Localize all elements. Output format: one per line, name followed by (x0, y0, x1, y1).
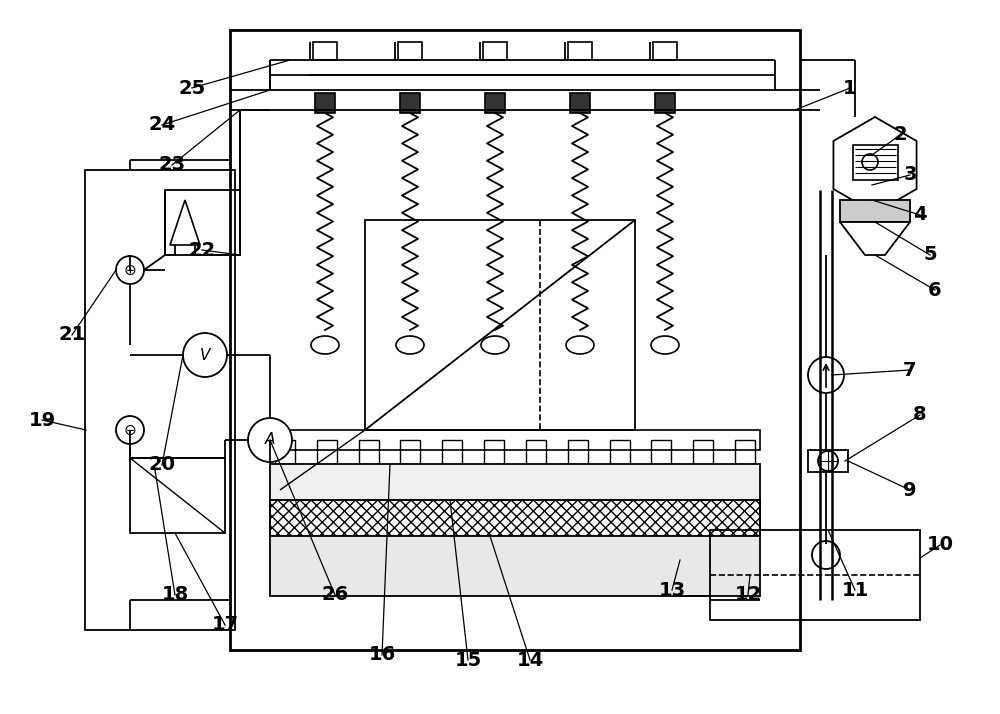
Bar (275, 440, 295, 464)
Bar (398, 42, 422, 60)
Bar (570, 93, 590, 113)
Bar (808, 450, 848, 472)
Ellipse shape (311, 336, 339, 354)
Text: ⊖: ⊖ (124, 423, 136, 438)
Bar (568, 440, 588, 464)
Circle shape (862, 154, 878, 170)
Ellipse shape (651, 336, 679, 354)
Bar (735, 440, 755, 464)
Bar (270, 430, 760, 450)
Bar (270, 500, 760, 536)
Text: 15: 15 (454, 650, 482, 670)
Text: 19: 19 (28, 411, 56, 430)
Bar (655, 93, 675, 113)
Bar (313, 42, 337, 60)
Text: 8: 8 (913, 406, 927, 425)
Circle shape (808, 357, 844, 393)
Bar (165, 190, 240, 255)
Text: 1: 1 (843, 79, 857, 98)
Text: 20: 20 (148, 456, 176, 475)
Ellipse shape (566, 336, 594, 354)
Bar (710, 530, 920, 620)
Text: 10: 10 (926, 536, 954, 555)
Text: 9: 9 (903, 481, 917, 500)
Bar (365, 220, 635, 430)
Bar (693, 440, 713, 464)
Text: 21: 21 (58, 326, 86, 344)
Text: A: A (265, 433, 275, 448)
Text: ⊕: ⊕ (124, 263, 136, 278)
Circle shape (183, 333, 227, 377)
Circle shape (248, 418, 292, 462)
Circle shape (116, 256, 144, 284)
Text: 13: 13 (658, 580, 686, 600)
Bar (442, 440, 462, 464)
Text: 24: 24 (148, 116, 176, 134)
Text: 5: 5 (923, 246, 937, 264)
Text: 25: 25 (178, 79, 206, 98)
Text: 7: 7 (903, 361, 917, 380)
Bar (85, 170, 235, 630)
Bar (400, 93, 420, 113)
Text: 26: 26 (321, 585, 349, 605)
Text: 17: 17 (211, 615, 239, 635)
Bar (853, 145, 898, 180)
Text: 23: 23 (158, 156, 186, 174)
Text: 18: 18 (161, 585, 189, 605)
Text: 12: 12 (734, 585, 762, 605)
Text: 22: 22 (188, 241, 216, 259)
Bar (400, 440, 420, 464)
Ellipse shape (481, 336, 509, 354)
Bar (270, 536, 760, 596)
Circle shape (818, 451, 838, 471)
Bar (483, 42, 507, 60)
Text: V: V (200, 348, 210, 363)
Bar (317, 440, 337, 464)
Bar (840, 200, 910, 222)
Bar (484, 440, 504, 464)
Bar (315, 93, 335, 113)
Polygon shape (840, 222, 910, 255)
Circle shape (812, 541, 840, 569)
Bar (130, 458, 225, 533)
Text: 16: 16 (368, 645, 396, 665)
Bar (270, 500, 760, 536)
Bar (653, 42, 677, 60)
Text: 11: 11 (841, 580, 869, 600)
Bar (610, 440, 630, 464)
Bar (485, 93, 505, 113)
Ellipse shape (396, 336, 424, 354)
Bar (651, 440, 671, 464)
Bar (230, 30, 800, 650)
Bar (359, 440, 379, 464)
Bar (270, 464, 760, 500)
Text: 4: 4 (913, 206, 927, 224)
Bar (526, 440, 546, 464)
Polygon shape (833, 117, 917, 213)
Text: 6: 6 (928, 281, 942, 299)
Circle shape (116, 416, 144, 444)
Text: 3: 3 (903, 166, 917, 184)
Bar (568, 42, 592, 60)
Text: 14: 14 (516, 650, 544, 670)
Text: 2: 2 (893, 126, 907, 144)
